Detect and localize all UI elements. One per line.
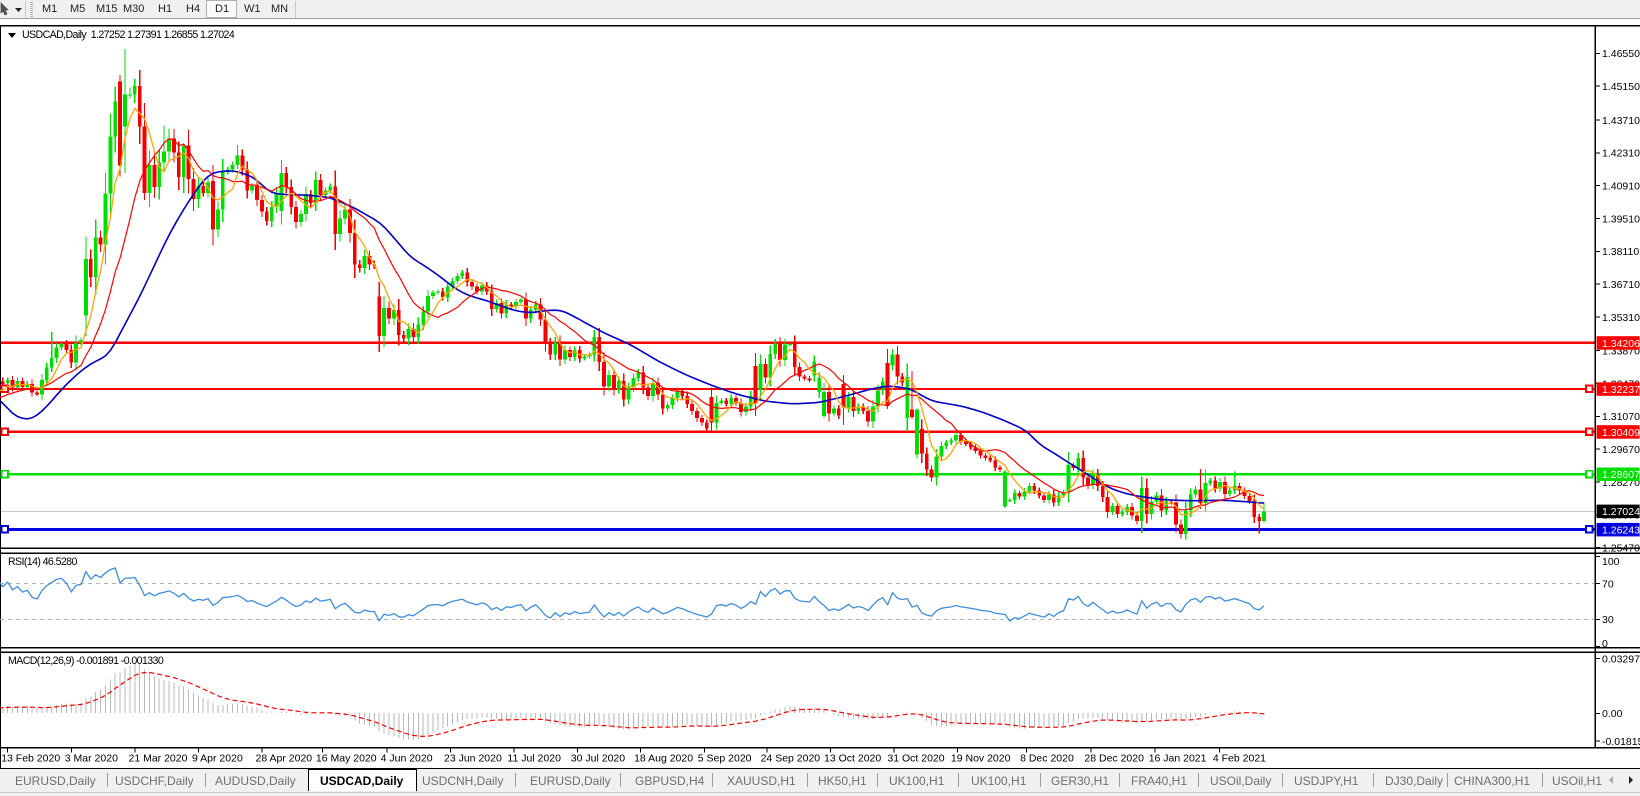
svg-text:0: 0: [1602, 638, 1608, 650]
svg-text:11 Jul 2020: 11 Jul 2020: [507, 753, 561, 765]
svg-text:RSI(14) 46.5280: RSI(14) 46.5280: [8, 556, 77, 568]
svg-text:1.38110: 1.38110: [1602, 246, 1639, 258]
svg-text:9 Apr 2020: 9 Apr 2020: [192, 753, 243, 765]
svg-text:1.32237: 1.32237: [1602, 384, 1640, 396]
svg-text:3 Mar 2020: 3 Mar 2020: [65, 753, 118, 765]
svg-text:100: 100: [1602, 556, 1620, 568]
svg-text:4 Jun 2020: 4 Jun 2020: [381, 753, 433, 765]
svg-text:23 Jun 2020: 23 Jun 2020: [444, 753, 502, 765]
svg-text:1.27024: 1.27024: [1602, 506, 1640, 518]
svg-text:1.31070: 1.31070: [1602, 411, 1640, 423]
svg-text:1.36710: 1.36710: [1602, 279, 1640, 291]
svg-text:-0.018154: -0.018154: [1602, 736, 1640, 748]
svg-text:30: 30: [1602, 614, 1614, 626]
svg-text:70: 70: [1602, 578, 1614, 590]
svg-text:30 Jul 2020: 30 Jul 2020: [571, 753, 625, 765]
svg-text:0.00: 0.00: [1602, 708, 1623, 720]
svg-text:1.34206: 1.34206: [1602, 338, 1640, 350]
svg-text:MACD(12,26,9) -0.001891 -0.001: MACD(12,26,9) -0.001891 -0.001330: [8, 655, 164, 667]
svg-text:28 Apr 2020: 28 Apr 2020: [256, 753, 313, 765]
svg-text:1.40910: 1.40910: [1602, 181, 1640, 193]
svg-text:16 May 2020: 16 May 2020: [316, 753, 377, 765]
svg-text:21 Mar 2020: 21 Mar 2020: [129, 753, 188, 765]
svg-text:1.42310: 1.42310: [1602, 148, 1640, 160]
svg-text:13 Feb 2020: 13 Feb 2020: [1, 753, 60, 765]
svg-text:13 Oct 2020: 13 Oct 2020: [824, 753, 881, 765]
svg-text:31 Oct 2020: 31 Oct 2020: [887, 753, 944, 765]
svg-text:1.25470: 1.25470: [1602, 543, 1640, 555]
svg-text:8 Dec 2020: 8 Dec 2020: [1020, 753, 1074, 765]
svg-text:4 Feb 2021: 4 Feb 2021: [1213, 753, 1266, 765]
svg-text:18 Aug 2020: 18 Aug 2020: [634, 753, 693, 765]
svg-text:5 Sep 2020: 5 Sep 2020: [698, 753, 752, 765]
svg-text:1.29670: 1.29670: [1602, 444, 1640, 456]
svg-text:1.39510: 1.39510: [1602, 213, 1640, 225]
svg-text:1.35310: 1.35310: [1602, 312, 1640, 324]
svg-text:1.30409: 1.30409: [1602, 427, 1640, 439]
svg-text:1.28607: 1.28607: [1602, 469, 1640, 481]
svg-text:1.43710: 1.43710: [1602, 115, 1640, 127]
svg-text:1.45150: 1.45150: [1602, 81, 1640, 93]
svg-text:0.032972: 0.032972: [1602, 653, 1640, 665]
svg-text:1.46550: 1.46550: [1602, 48, 1640, 60]
svg-text:19 Nov 2020: 19 Nov 2020: [951, 753, 1011, 765]
svg-text:28 Dec 2020: 28 Dec 2020: [1084, 753, 1144, 765]
svg-text:1.26243: 1.26243: [1602, 525, 1640, 537]
svg-text:24 Sep 2020: 24 Sep 2020: [761, 753, 821, 765]
svg-text:16 Jan 2021: 16 Jan 2021: [1149, 753, 1207, 765]
svg-text:USDCAD,Daily 1.27252 1.27391: USDCAD,Daily 1.27252 1.27391 1.26855 1.2…: [22, 29, 235, 41]
